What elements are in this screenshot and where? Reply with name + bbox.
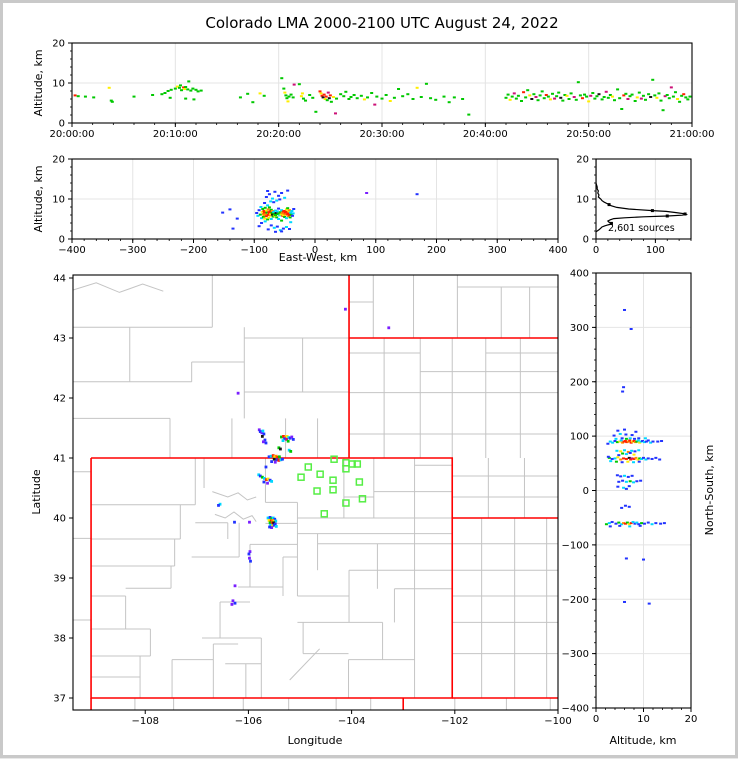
ns_height-data xyxy=(604,308,666,605)
svg-text:37: 37 xyxy=(53,694,66,705)
svg-text:42: 42 xyxy=(53,394,66,405)
map-ylabel: Latitude xyxy=(30,469,43,515)
svg-text:−300: −300 xyxy=(119,245,146,256)
ew-panel-xlabel: East-West, km xyxy=(279,251,357,264)
svg-text:400: 400 xyxy=(570,269,589,280)
map-xlabel: Longitude xyxy=(288,734,343,747)
svg-text:20:50:00: 20:50:00 xyxy=(566,129,611,140)
svg-text:10: 10 xyxy=(637,714,650,725)
time_height-data xyxy=(73,77,692,116)
svg-text:−400: −400 xyxy=(562,704,589,715)
svg-text:10: 10 xyxy=(52,195,65,206)
svg-text:39: 39 xyxy=(53,574,66,585)
svg-text:0: 0 xyxy=(593,245,599,256)
panel-alt_histogram: 0 100 0 10 20 xyxy=(576,155,692,256)
svg-text:0: 0 xyxy=(59,235,65,246)
svg-text:−108: −108 xyxy=(131,716,158,727)
svg-text:20:00:00: 20:00:00 xyxy=(50,129,95,140)
source-count-annotation: 2,601 sources xyxy=(608,223,675,234)
svg-text:100: 100 xyxy=(646,245,665,256)
ew-panel-ylabel: Altitude, km xyxy=(32,165,45,232)
svg-text:100: 100 xyxy=(570,432,589,443)
svg-text:20:20:00: 20:20:00 xyxy=(256,129,301,140)
alt_histogram-data xyxy=(596,159,689,233)
svg-text:21:00:00: 21:00:00 xyxy=(670,129,715,140)
svg-text:20: 20 xyxy=(576,155,589,166)
svg-text:−200: −200 xyxy=(180,245,207,256)
svg-text:0: 0 xyxy=(583,235,589,246)
svg-text:0: 0 xyxy=(312,245,318,256)
svg-text:−106: −106 xyxy=(235,716,262,727)
svg-text:40: 40 xyxy=(53,514,66,525)
panel-ew_height: −400 −300 −200 −100 0 100 200 300 400 0 10 20 xyxy=(52,155,567,257)
ew_height-data xyxy=(221,189,419,233)
panel-plan_view_map: −108 −106 −104 −102 −100 37 38 39 40 41 42 43 44 xyxy=(53,274,571,728)
svg-text:38: 38 xyxy=(53,634,66,645)
svg-text:−100: −100 xyxy=(544,716,571,727)
svg-text:−200: −200 xyxy=(562,595,589,606)
ns-panel-ylabel: North-South, km xyxy=(703,445,716,536)
plan_view_map-data xyxy=(73,275,558,710)
svg-text:20:10:00: 20:10:00 xyxy=(153,129,198,140)
svg-text:20: 20 xyxy=(685,714,698,725)
svg-text:−100: −100 xyxy=(241,245,268,256)
svg-text:20:40:00: 20:40:00 xyxy=(463,129,508,140)
svg-text:400: 400 xyxy=(548,245,567,256)
figure-canvas: 20:00:00 20:10:00 20:20:00 20:30:00 20:40:00… xyxy=(30,14,716,747)
svg-text:−104: −104 xyxy=(338,716,365,727)
svg-text:10: 10 xyxy=(52,79,65,90)
ns-panel-xlabel: Altitude, km xyxy=(609,734,676,747)
svg-text:43: 43 xyxy=(53,334,66,345)
svg-text:200: 200 xyxy=(570,377,589,388)
svg-text:44: 44 xyxy=(53,274,66,285)
panel-time_height: 20:00:00 20:10:00 20:20:00 20:30:00 20:40:00… xyxy=(50,39,715,141)
svg-text:−400: −400 xyxy=(58,245,85,256)
svg-text:0: 0 xyxy=(59,119,65,130)
svg-text:−100: −100 xyxy=(562,540,589,551)
svg-text:−102: −102 xyxy=(441,716,468,727)
svg-text:20: 20 xyxy=(52,39,65,50)
panel-ns_height: 0 10 20 −400 −300 −200 −100 0 100 200 300 400 xyxy=(562,269,698,726)
svg-text:300: 300 xyxy=(488,245,507,256)
svg-text:41: 41 xyxy=(53,454,66,465)
panels-layer: 20:00:00 20:10:00 20:20:00 20:30:00 20:40:00… xyxy=(50,39,715,728)
svg-text:20:30:00: 20:30:00 xyxy=(360,129,405,140)
svg-text:100: 100 xyxy=(366,245,385,256)
svg-text:200: 200 xyxy=(427,245,446,256)
svg-text:0: 0 xyxy=(593,714,599,725)
svg-text:300: 300 xyxy=(570,323,589,334)
svg-text:−300: −300 xyxy=(562,649,589,660)
time-panel-ylabel: Altitude, km xyxy=(32,49,45,116)
figure-title: Colorado LMA 2000-2100 UTC August 24, 20… xyxy=(205,14,558,32)
svg-text:0: 0 xyxy=(583,486,589,497)
svg-text:20: 20 xyxy=(52,155,65,166)
svg-text:10: 10 xyxy=(576,195,589,206)
